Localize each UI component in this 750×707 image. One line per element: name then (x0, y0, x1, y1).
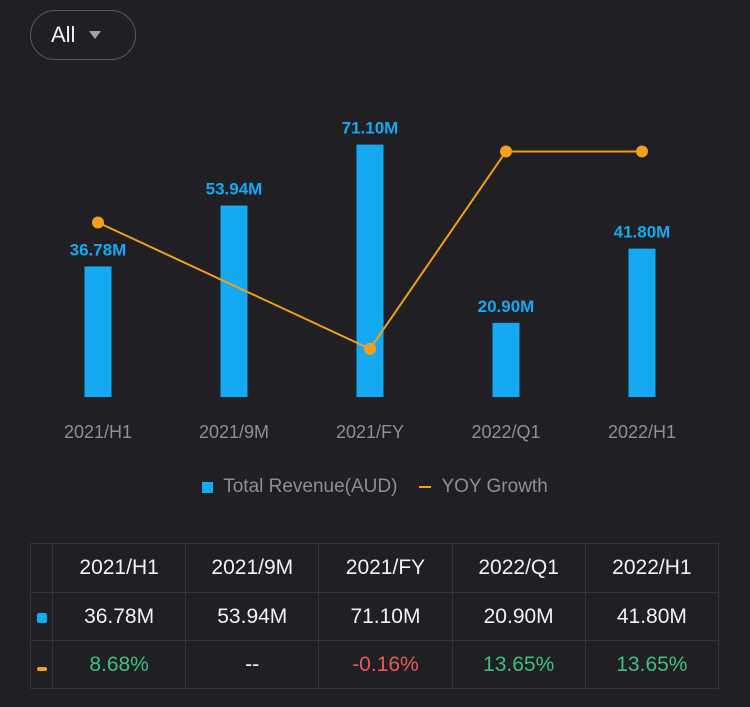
table-header-row: 2021/H1 2021/9M 2021/FY 2022/Q1 2022/H1 (30, 543, 720, 593)
data-table: 2021/H1 2021/9M 2021/FY 2022/Q1 2022/H1 … (30, 543, 720, 689)
x-tick-label: 2022/Q1 (471, 422, 540, 442)
table-cell: 13.65% (584, 640, 720, 689)
legend-label-revenue: Total Revenue(AUD) (223, 476, 398, 497)
period-filter-dropdown[interactable]: All (30, 10, 136, 60)
table-cell: 41.80M (584, 592, 720, 641)
bar-value-label: 41.80M (614, 223, 671, 242)
x-tick-label: 2021/FY (336, 422, 404, 442)
bar-2022/H1 (628, 248, 656, 397)
x-tick-label: 2022/H1 (608, 422, 676, 442)
filter-label: All (51, 22, 76, 47)
table-row-growth: 8.68% -- -0.16% 13.65% 13.65% (30, 640, 720, 689)
table-header-cell: 2022/H1 (584, 543, 720, 593)
table-header-cell: 2021/FY (318, 543, 453, 593)
table-cell: 13.65% (451, 640, 586, 689)
table-header-cell: 2021/9M (185, 543, 320, 593)
table-corner (30, 543, 53, 593)
bar-value-label: 53.94M (206, 180, 263, 199)
revenue-chart: 36.78M 2021/H1 53.94M 2021/9M 71.10M 2021/FY 2… (64, 119, 676, 442)
table-cell: 8.68% (51, 640, 187, 689)
yoy-growth-line (97, 150, 642, 351)
bar-value-label: 20.90M (478, 297, 535, 316)
line-marker-icon (36, 666, 47, 671)
bar-marker-icon (36, 612, 47, 623)
bar-value-label: 36.78M (70, 240, 127, 259)
bar-2021/FY (356, 144, 384, 397)
table-cell: -- (185, 640, 320, 689)
table-header-cell: 2021/H1 (51, 543, 187, 593)
legend-label-yoy: YOY Growth (441, 476, 548, 497)
row-marker (30, 592, 53, 641)
line-swatch-icon (419, 486, 432, 488)
table-cell: 36.78M (51, 592, 187, 641)
bar-2021/H1 (84, 266, 112, 397)
chart-legend: Total Revenue(AUD) YOY Growth (0, 476, 750, 498)
table-cell: 71.10M (318, 592, 453, 641)
yoy-point-2021/H1 (92, 216, 104, 229)
table-cell: -0.16% (318, 640, 453, 689)
bar-swatch-icon (202, 481, 214, 493)
table-header-cell: 2022/Q1 (451, 543, 586, 593)
table-cell: 20.90M (451, 592, 586, 641)
caret-down-icon (89, 31, 102, 39)
yoy-point-2022/H1 (636, 145, 648, 158)
bar-2022/Q1 (492, 322, 520, 397)
x-tick-label: 2021/H1 (64, 422, 132, 442)
legend-item-yoy[interactable]: YOY Growth (419, 476, 548, 498)
table-cell: 53.94M (185, 592, 320, 641)
yoy-point-2021/FY (364, 342, 376, 355)
row-marker (30, 640, 53, 689)
bar-2021/9M (220, 205, 248, 397)
yoy-point-2022/Q1 (500, 145, 512, 158)
x-tick-label: 2021/9M (199, 422, 269, 442)
table-row-revenue: 36.78M 53.94M 71.10M 20.90M 41.80M (30, 592, 720, 641)
legend-item-revenue[interactable]: Total Revenue(AUD) (202, 476, 397, 498)
bar-value-label: 71.10M (342, 119, 399, 138)
